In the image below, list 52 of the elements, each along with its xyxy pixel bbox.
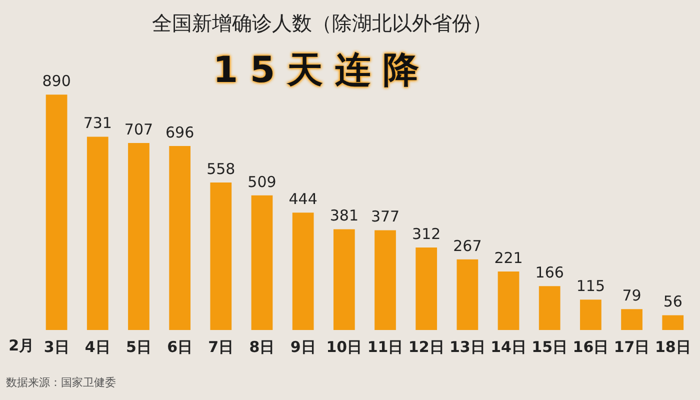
x-tick-label: 12日 <box>408 338 444 356</box>
x-tick-label: 11日 <box>367 338 404 356</box>
x-tick-label: 16日 <box>572 338 609 356</box>
data-label: 890 <box>42 72 71 90</box>
bar <box>621 309 642 330</box>
bar <box>580 300 602 330</box>
bar <box>374 230 396 330</box>
data-label: 115 <box>576 276 606 295</box>
data-label: 79 <box>622 286 642 304</box>
chart-title: 全国新增确诊人数（除湖北以外省份） <box>151 10 493 37</box>
x-tick-label: 10日 <box>326 338 362 356</box>
bar <box>251 195 273 330</box>
bar <box>416 247 438 330</box>
bar <box>538 286 560 330</box>
bar <box>46 94 68 330</box>
source-note: 数据来源：国家卫健委 <box>6 375 116 390</box>
data-label: 312 <box>412 224 441 243</box>
bar <box>210 182 232 330</box>
x-tick-label: 18日 <box>654 338 691 356</box>
x-tick-label: 15日 <box>532 338 568 356</box>
x-tick-label: 17日 <box>614 338 650 356</box>
x-tick-label: 6日 <box>167 338 193 356</box>
x-axis-title: 2月 <box>8 336 34 354</box>
bar <box>128 143 150 330</box>
data-label: 707 <box>124 120 154 138</box>
bar <box>498 272 520 330</box>
x-tick-label: 7日 <box>208 338 234 356</box>
data-label: 377 <box>370 208 400 226</box>
x-tick-label: 3日 <box>44 338 70 356</box>
data-label: 381 <box>330 206 358 225</box>
x-tick-label: 9日 <box>290 338 316 356</box>
bar <box>169 146 190 330</box>
x-tick-label: 13日 <box>449 338 486 356</box>
bar <box>333 229 355 330</box>
x-tick-label: 8日 <box>249 338 275 356</box>
data-label: 444 <box>288 190 318 208</box>
bar <box>456 259 478 330</box>
data-label: 166 <box>535 263 564 282</box>
data-label: 731 <box>83 114 112 132</box>
data-label: 221 <box>494 248 523 267</box>
x-tick-label: 4日 <box>84 338 110 356</box>
chart-subtitle: 15天连降 <box>212 50 432 91</box>
bar <box>292 212 314 330</box>
data-label: 509 <box>248 172 276 191</box>
bar <box>662 315 684 330</box>
data-label: 696 <box>165 123 194 142</box>
bar <box>86 136 108 330</box>
data-label: 267 <box>453 236 482 255</box>
x-tick-label: 14日 <box>490 338 526 356</box>
data-label: 56 <box>663 292 682 311</box>
x-tick-label: 5日 <box>126 338 152 356</box>
data-label: 558 <box>206 160 236 178</box>
